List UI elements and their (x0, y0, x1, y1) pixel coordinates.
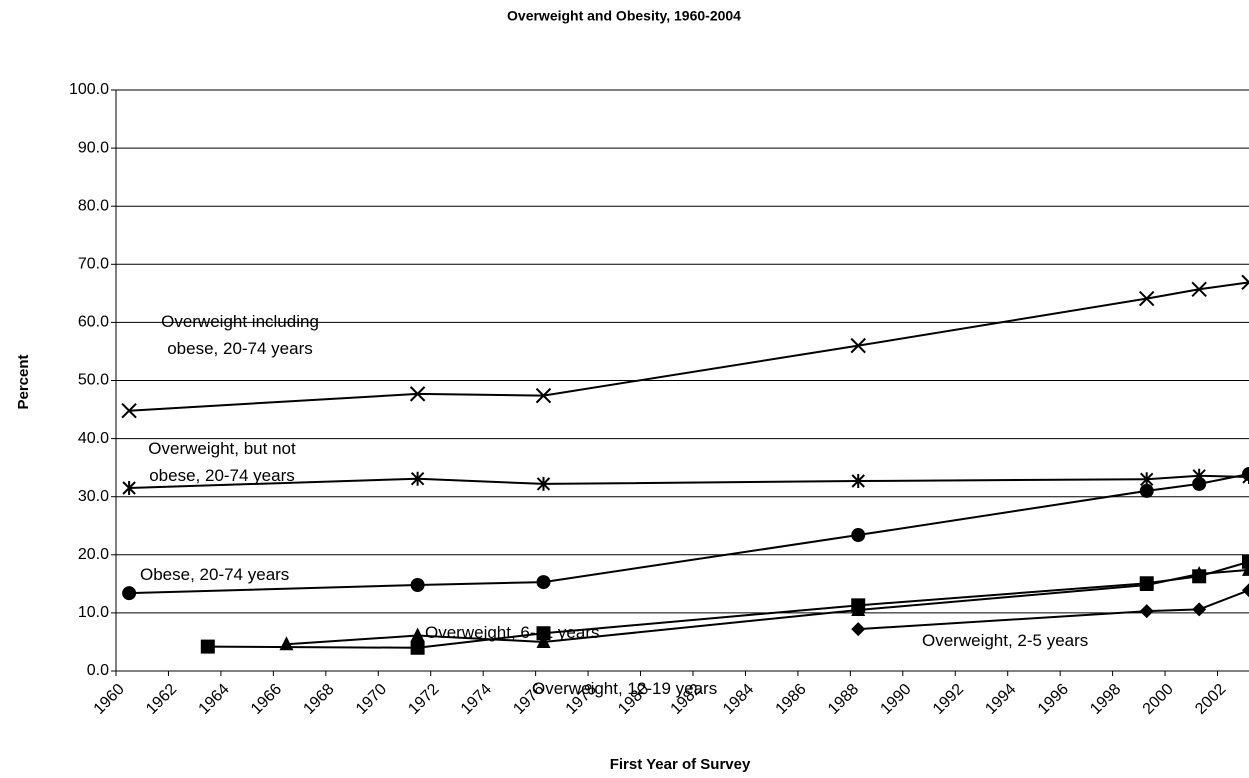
y-tick-label: 10.0 (78, 604, 109, 621)
marker (410, 471, 425, 486)
marker (1139, 483, 1154, 498)
series-label: Overweight, 6-11 years (425, 623, 600, 642)
series-label: Overweight, 2-5 years (922, 631, 1089, 650)
marker (851, 528, 866, 543)
marker (410, 640, 425, 655)
x-tick-label: 1994 (982, 681, 1019, 718)
y-tick-label: 70.0 (78, 256, 109, 273)
chart-title: Overweight and Obesity, 1960-2004 (507, 8, 741, 24)
x-tick-label: 1966 (248, 681, 285, 718)
marker (410, 627, 425, 642)
series-label: Overweight including obese, 20-74 years (161, 312, 319, 358)
y-tick-label: 20.0 (78, 546, 109, 563)
y-tick-label: 30.0 (78, 488, 109, 505)
marker (1139, 604, 1154, 619)
x-tick-label: 1996 (1035, 681, 1072, 718)
marker (536, 626, 551, 641)
marker (1192, 476, 1207, 491)
series-label: Overweight, 12-19 years (532, 679, 718, 698)
y-tick-label: 80.0 (78, 197, 109, 214)
x-tick-label: 1990 (877, 681, 914, 718)
marker (200, 639, 215, 654)
marker (1191, 281, 1207, 297)
x-tick-label: 1964 (196, 681, 233, 718)
marker (535, 387, 552, 404)
series-label: Obese, 20-74 years (140, 565, 290, 584)
x-tick-label: 1998 (1087, 681, 1124, 718)
y-axis-title: Percent (15, 354, 32, 409)
y-tick-label: 50.0 (78, 372, 109, 389)
marker (536, 476, 551, 491)
marker (850, 337, 866, 354)
x-tick-label: 1992 (930, 681, 967, 718)
marker (122, 586, 137, 601)
marker (1242, 561, 1249, 576)
x-tick-label: 2000 (1140, 681, 1177, 718)
y-tick-label: 100.0 (69, 81, 109, 98)
marker (122, 480, 136, 495)
y-tick-label: 90.0 (78, 139, 109, 156)
x-axis-title: First Year of Survey (610, 756, 751, 773)
y-tick-label: 60.0 (78, 314, 109, 331)
marker (1139, 577, 1154, 592)
marker (851, 474, 865, 489)
x-tick-label: 2002 (1192, 681, 1229, 718)
x-tick-label: 1970 (353, 681, 390, 718)
marker (1242, 583, 1249, 598)
y-tick-label: 0.0 (87, 662, 109, 679)
marker (536, 633, 551, 648)
marker (1242, 554, 1249, 569)
marker (851, 601, 866, 616)
x-tick-label: 1988 (825, 681, 862, 718)
x-tick-label: 1962 (143, 681, 180, 718)
marker (410, 578, 425, 593)
marker (1241, 274, 1249, 291)
series-line (858, 589, 1249, 631)
x-tick-label: 1974 (458, 681, 495, 718)
marker (1242, 467, 1249, 482)
marker (851, 622, 866, 637)
series-label: Overweight, but not obese, 20-74 years (148, 439, 296, 485)
marker (536, 575, 551, 590)
x-tick-label: 1972 (405, 681, 442, 718)
marker (1192, 565, 1207, 580)
x-tick-label: 1960 (91, 681, 128, 718)
marker (279, 636, 294, 651)
marker (1139, 290, 1155, 307)
x-tick-label: 1968 (300, 681, 337, 718)
marker (121, 403, 137, 419)
marker (1192, 602, 1207, 617)
marker (409, 386, 426, 402)
y-tick-label: 40.0 (78, 430, 109, 447)
